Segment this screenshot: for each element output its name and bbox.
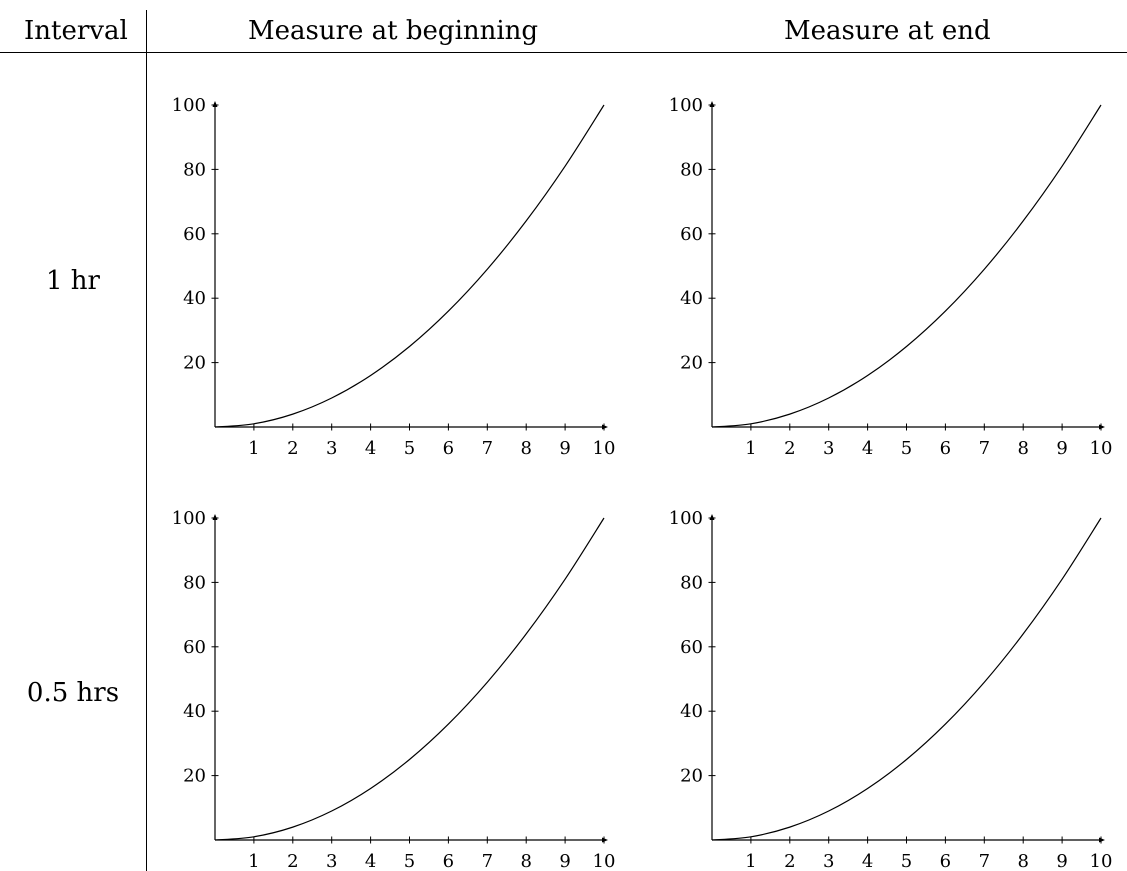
x-tick-label: 9 <box>559 851 570 871</box>
y-tick-label: 80 <box>680 572 703 593</box>
x-tick-label: 10 <box>593 851 616 871</box>
y-tick-label: 60 <box>680 224 703 245</box>
x-tick-label: 6 <box>443 438 454 459</box>
x-tick-label: 8 <box>1017 851 1028 871</box>
chart-0.5hrs-end: 1 2 3 4 5 6 7 8 9 10 20 40 60 80 100 <box>669 508 1113 871</box>
x-tick-label: 2 <box>784 851 795 871</box>
y-tick-label: 20 <box>680 353 703 374</box>
series-line <box>711 104 1102 428</box>
x-tick-label: 3 <box>326 851 337 871</box>
y-tick-label: 60 <box>183 637 206 658</box>
chart-0.5hrs-beginning: 1 2 3 4 5 6 7 8 9 10 20 40 60 80 100 <box>172 508 616 871</box>
x-tick-label: 1 <box>248 851 259 871</box>
y-tick-label: 20 <box>183 766 206 787</box>
y-axis-arrow <box>709 514 715 520</box>
y-tick-label: 80 <box>183 159 206 180</box>
y-tick-label: 100 <box>172 95 206 116</box>
x-tick-label: 6 <box>940 438 951 459</box>
x-tick-label: 10 <box>1090 438 1113 459</box>
y-tick-label: 20 <box>680 766 703 787</box>
y-tick-label: 100 <box>669 508 703 529</box>
x-tick-label: 4 <box>365 851 376 871</box>
x-tick-label: 9 <box>559 438 570 459</box>
x-tick-label: 9 <box>1056 438 1067 459</box>
header-measure-at-end: Measure at end <box>784 16 991 46</box>
y-tick-label: 100 <box>172 508 206 529</box>
x-tick-label: 7 <box>482 851 493 871</box>
x-axis-arrow <box>1099 837 1105 843</box>
x-tick-label: 7 <box>979 438 990 459</box>
header-interval: Interval <box>24 16 128 46</box>
x-tick-label: 3 <box>326 438 337 459</box>
x-tick-label: 5 <box>901 851 912 871</box>
header-rule <box>0 52 1127 54</box>
x-tick-label: 9 <box>1056 851 1067 871</box>
column-rule <box>146 10 148 871</box>
x-tick-label: 6 <box>443 851 454 871</box>
y-tick-label: 60 <box>183 224 206 245</box>
y-tick-label: 40 <box>680 701 703 722</box>
series-line <box>214 104 605 428</box>
x-tick-label: 1 <box>745 851 756 871</box>
y-axis-arrow <box>212 514 218 520</box>
x-tick-label: 6 <box>940 851 951 871</box>
y-tick-label: 80 <box>183 572 206 593</box>
x-tick-label: 10 <box>1090 851 1113 871</box>
row-label-0.5hrs: 0.5 hrs <box>26 678 120 708</box>
x-tick-label: 4 <box>365 438 376 459</box>
x-tick-label: 8 <box>520 851 531 871</box>
x-tick-label: 8 <box>1017 438 1028 459</box>
row-label-1hr: 1 hr <box>46 266 100 296</box>
series-line <box>711 517 1102 841</box>
x-tick-label: 5 <box>901 438 912 459</box>
y-tick-label: 20 <box>183 353 206 374</box>
x-tick-label: 3 <box>823 438 834 459</box>
x-tick-label: 5 <box>404 438 415 459</box>
chart-1hr-end: 1 2 3 4 5 6 7 8 9 10 20 40 60 80 100 <box>669 95 1113 459</box>
y-tick-label: 60 <box>680 637 703 658</box>
y-tick-label: 100 <box>669 95 703 116</box>
header-measure-at-beginning: Measure at beginning <box>248 16 539 46</box>
x-tick-label: 2 <box>784 438 795 459</box>
x-tick-label: 4 <box>862 438 873 459</box>
series-line <box>214 517 605 841</box>
x-tick-label: 4 <box>862 851 873 871</box>
x-axis-arrow <box>602 424 608 430</box>
x-tick-label: 8 <box>520 438 531 459</box>
x-tick-label: 3 <box>823 851 834 871</box>
y-tick-label: 40 <box>183 288 206 309</box>
x-tick-label: 7 <box>979 851 990 871</box>
x-tick-label: 7 <box>482 438 493 459</box>
x-tick-label: 10 <box>593 438 616 459</box>
chart-1hr-beginning: 1 2 3 4 5 6 7 8 9 10 20 40 60 80 100 <box>172 95 616 459</box>
x-tick-label: 2 <box>287 438 298 459</box>
y-tick-label: 40 <box>680 288 703 309</box>
x-tick-label: 2 <box>287 851 298 871</box>
x-axis-arrow <box>602 837 608 843</box>
y-tick-label: 80 <box>680 159 703 180</box>
y-axis-arrow <box>709 101 715 107</box>
x-tick-label: 1 <box>248 438 259 459</box>
y-tick-label: 40 <box>183 701 206 722</box>
x-axis-arrow <box>1099 424 1105 430</box>
x-tick-label: 1 <box>745 438 756 459</box>
x-tick-label: 5 <box>404 851 415 871</box>
y-axis-arrow <box>212 101 218 107</box>
